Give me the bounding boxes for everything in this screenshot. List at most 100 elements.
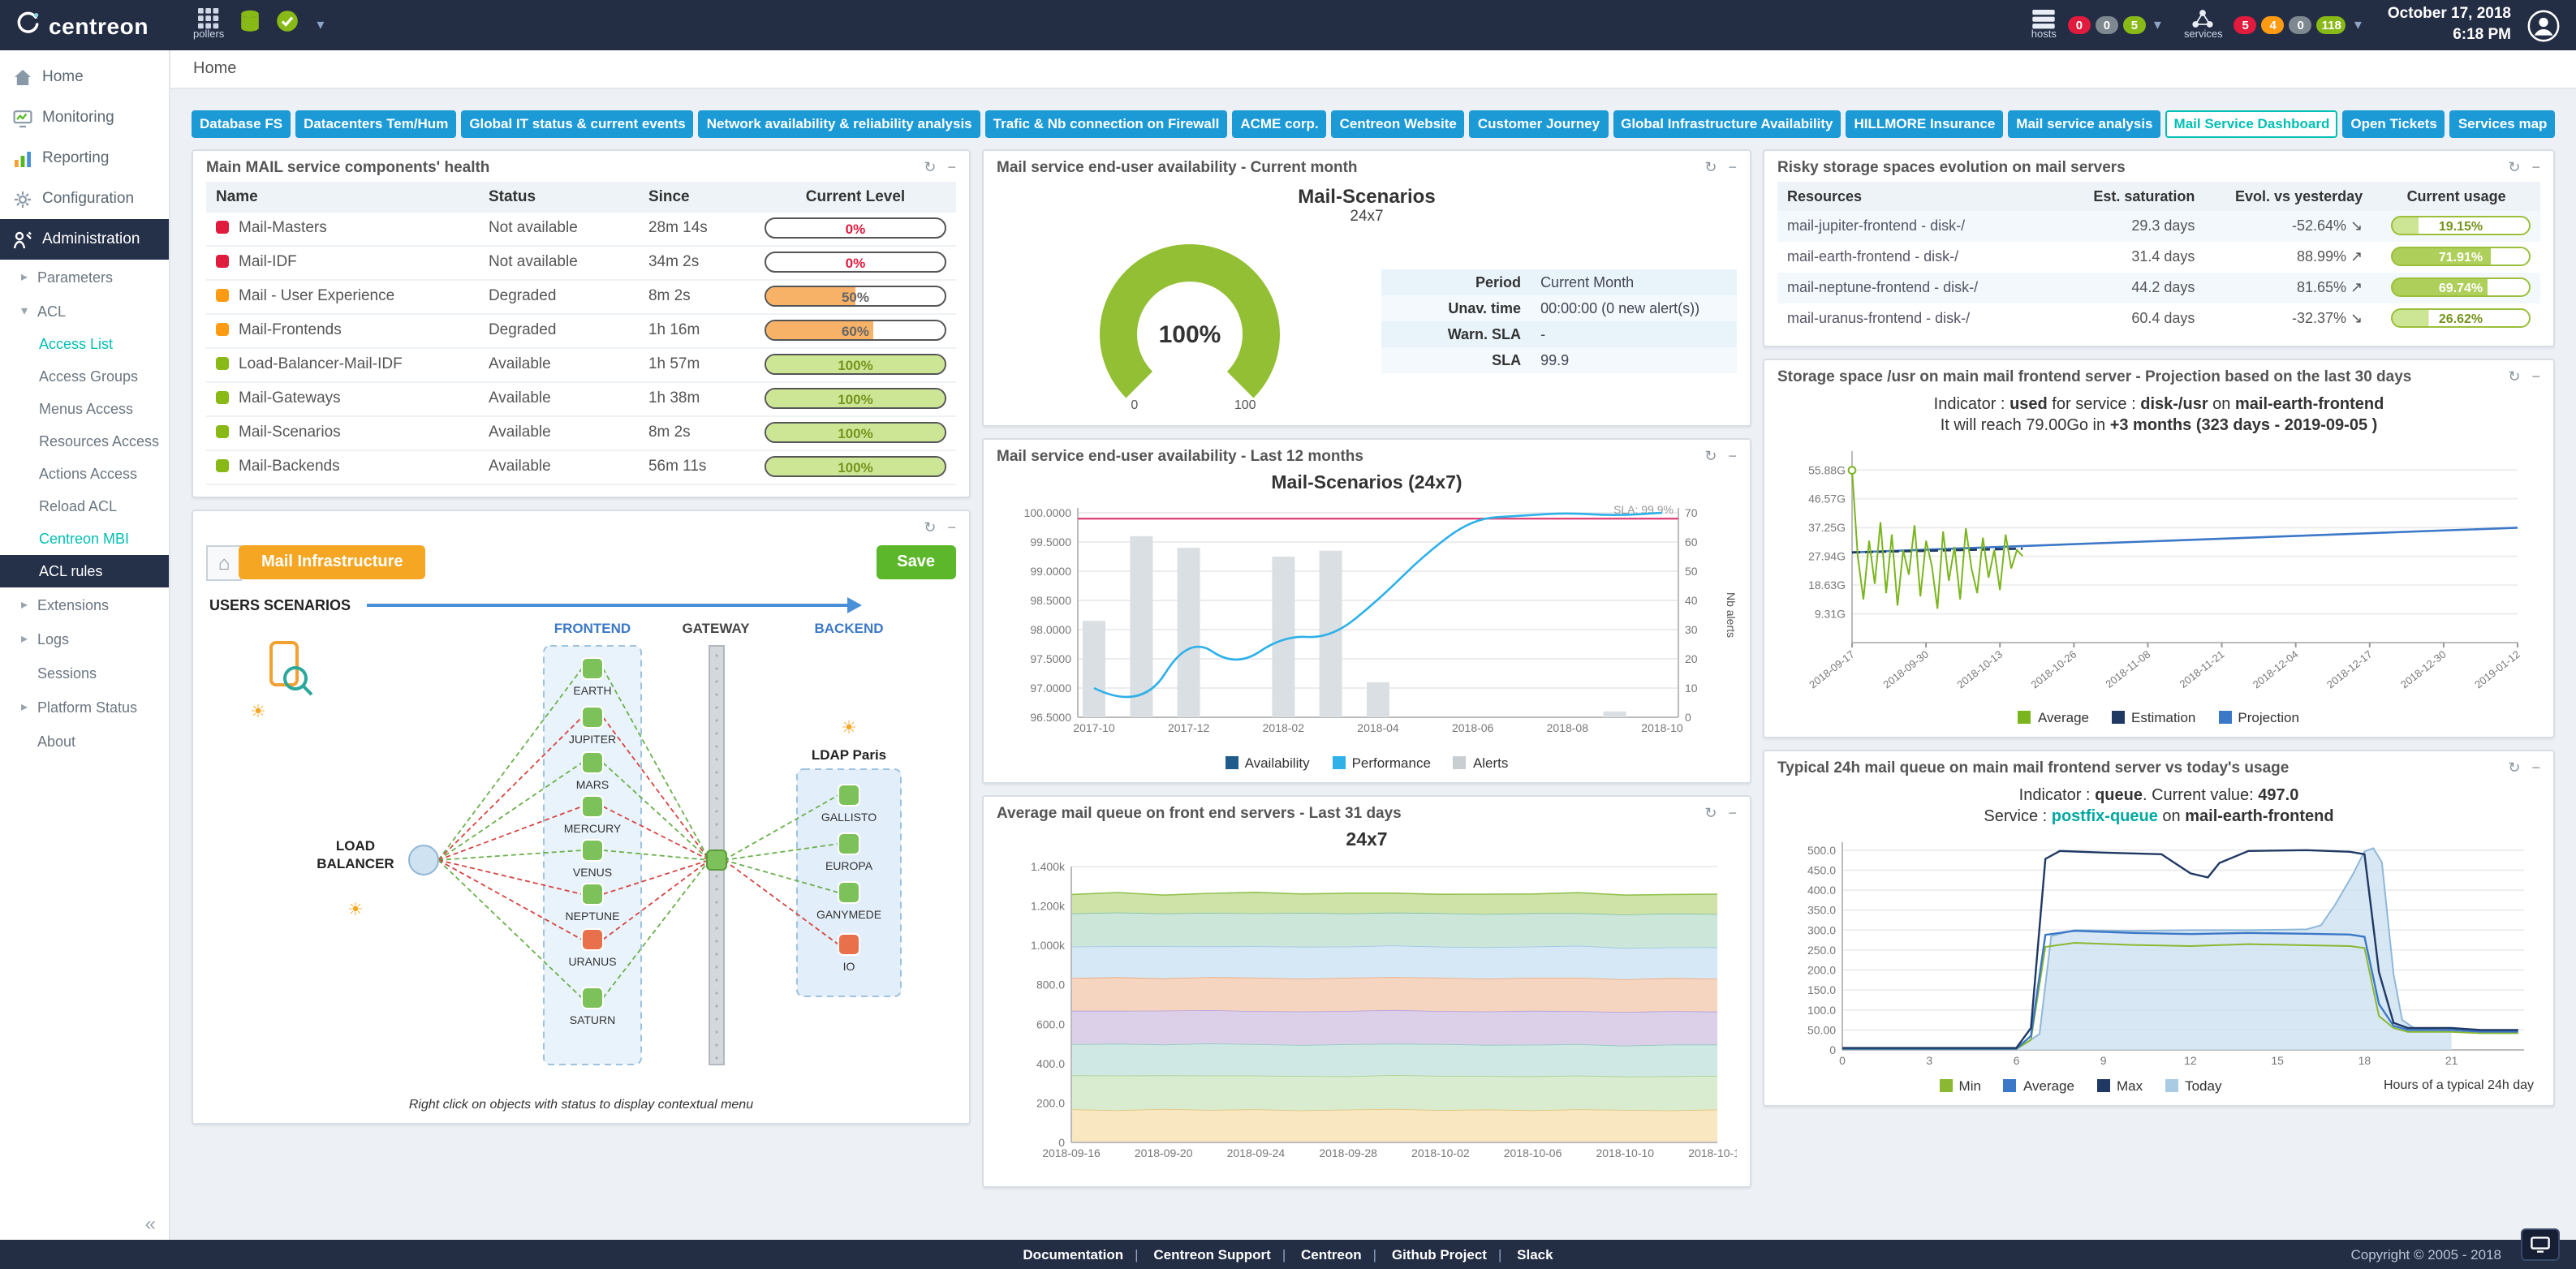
table-row[interactable]: Mail - User Experience Degraded 8m 2s 50% [206, 279, 956, 314]
chevron-down-icon[interactable]: ▾ [317, 16, 325, 32]
poller-group[interactable]: pollers ▾ [193, 8, 325, 42]
chevron-right-icon: ▸ [21, 631, 28, 646]
tab-trafic-firewall[interactable]: Trafic & Nb connection on Firewall [984, 110, 1228, 137]
footer-link-github[interactable]: Github Project [1391, 1246, 1487, 1263]
collapse-icon[interactable]: − [2531, 759, 2540, 775]
hosts-down-badge[interactable]: 0 [2067, 16, 2091, 34]
sidebar-item-extensions[interactable]: ▸ Extensions [21, 596, 110, 613]
chart-legend: Availability Performance Alerts [997, 754, 1737, 770]
tab-datacenters[interactable]: Datacenters Tem/Hum [295, 110, 457, 137]
tab-network-availability[interactable]: Network availability & reliability analy… [698, 110, 980, 137]
sidebar-item-parameters[interactable]: ▸ Parameters [21, 269, 114, 285]
tab-services-map[interactable]: Services map [2449, 110, 2555, 137]
table-row[interactable]: mail-jupiter-frontend - disk-/29.3 days -… [1777, 210, 2540, 241]
database-icon[interactable] [239, 10, 261, 41]
table-row[interactable]: Mail-Scenarios Available 8m 2s 100% [206, 415, 956, 450]
user-avatar[interactable] [2527, 9, 2560, 41]
refresh-icon[interactable]: ↻ [2508, 759, 2521, 775]
sidebar-item-menus-access[interactable]: Menus Access [39, 401, 134, 417]
sidebar-item-centreon-mbi[interactable]: Centreon MBI [39, 531, 130, 547]
collapse-icon[interactable]: − [1728, 447, 1737, 463]
sidebar-item-reporting[interactable]: Reporting [0, 138, 169, 179]
sidebar-item-logs[interactable]: ▸ Logs [21, 630, 70, 647]
sidebar-item-access-groups[interactable]: Access Groups [39, 368, 139, 385]
hosts-up-badge[interactable]: 5 [2122, 16, 2146, 34]
sidebar-item-reload-acl[interactable]: Reload ACL [39, 498, 118, 514]
refresh-icon[interactable]: ↻ [1704, 158, 1717, 174]
chevron-down-icon[interactable]: ▾ [2153, 16, 2161, 32]
sidebar-item-acl[interactable]: ▾ ACL [21, 303, 67, 319]
hosts-status-group[interactable]: hosts 0 0 5 ▾ [2031, 9, 2161, 41]
infra-badge[interactable]: Mail Infrastructure [239, 545, 426, 579]
pollers-icon[interactable]: pollers [193, 8, 224, 42]
table-row[interactable]: mail-neptune-frontend - disk-/44.2 days 8… [1777, 272, 2540, 303]
services-unknown-badge[interactable]: 0 [2289, 16, 2312, 34]
home-icon [13, 67, 32, 87]
table-row[interactable]: mail-uranus-frontend - disk-/60.4 days -3… [1777, 303, 2540, 333]
footer-link-documentation[interactable]: Documentation [1023, 1246, 1124, 1263]
tab-customer-journey[interactable]: Customer Journey [1469, 110, 1609, 137]
collapse-icon[interactable]: − [947, 158, 956, 174]
sidebar-item-actions-access[interactable]: Actions Access [39, 466, 138, 482]
tab-mail-service-dashboard[interactable]: Mail Service Dashboard [2165, 110, 2338, 137]
latency-icon[interactable] [276, 10, 299, 41]
sidebar-item-home[interactable]: Home [0, 57, 169, 97]
tab-global-it-status[interactable]: Global IT status & current events [461, 110, 694, 137]
table-row[interactable]: Load-Balancer-Mail-IDF Available 1h 57m 100… [206, 347, 956, 382]
infrastructure-diagram[interactable]: FRONTEND GATEWAY BACKEND ☀ ☀ ☀ LDAP Paris LOAD B… [206, 613, 956, 1093]
hosts-unreachable-badge[interactable]: 0 [2095, 16, 2118, 34]
breadcrumb[interactable]: Home [170, 50, 2576, 89]
refresh-icon[interactable]: ↻ [1704, 804, 1717, 820]
collapse-icon[interactable]: − [2531, 368, 2540, 384]
sidebar-item-configuration[interactable]: Configuration [0, 179, 169, 219]
refresh-icon[interactable]: ↻ [924, 518, 937, 535]
refresh-icon[interactable]: ↻ [924, 158, 937, 174]
centreon-logo[interactable]: centreon [0, 10, 170, 41]
fullscreen-toggle[interactable] [2521, 1228, 2560, 1261]
sidebar-item-about[interactable]: About [37, 733, 76, 749]
sidebar-item-sessions[interactable]: Sessions [37, 665, 97, 681]
table-row[interactable]: Mail-Masters Not available 28m 14s 0% [206, 212, 956, 246]
refresh-icon[interactable]: ↻ [1704, 447, 1717, 463]
home-icon[interactable]: ⌂ [206, 544, 242, 580]
table-row[interactable]: mail-earth-frontend - disk-/31.4 days 88.… [1777, 241, 2540, 272]
save-button[interactable]: Save [876, 545, 956, 579]
collapse-icon[interactable]: − [1728, 158, 1737, 174]
tab-hillmore-insurance[interactable]: HILLMORE Insurance [1846, 110, 2004, 137]
collapse-icon[interactable]: − [947, 518, 956, 535]
tab-acme-corp[interactable]: ACME corp. [1232, 110, 1327, 137]
tab-open-tickets[interactable]: Open Tickets [2342, 110, 2445, 137]
footer-link-slack[interactable]: Slack [1517, 1246, 1553, 1263]
sidebar-item-acl-rules[interactable]: ACL rules [0, 555, 169, 587]
sidebar-item-monitoring[interactable]: Monitoring [0, 97, 169, 138]
collapse-icon[interactable]: − [2531, 158, 2540, 174]
chevron-down-icon[interactable]: ▾ [2354, 16, 2362, 32]
table-row[interactable]: Mail-Backends Available 56m 11s 100% [206, 450, 956, 484]
sidebar-item-platform-status[interactable]: ▸ Platform Status [21, 699, 138, 715]
sidebar-collapse-button[interactable]: « [144, 1212, 156, 1235]
svg-text:21: 21 [2445, 1053, 2458, 1066]
footer-link-support[interactable]: Centreon Support [1153, 1246, 1271, 1263]
services-status-group[interactable]: services 5 4 0 118 ▾ [2184, 9, 2362, 42]
tab-mail-service-analysis[interactable]: Mail service analysis [2008, 110, 2161, 137]
footer-link-centreon[interactable]: Centreon [1301, 1246, 1362, 1263]
panel-title: Average mail queue on front end servers … [997, 804, 1402, 822]
svg-text:2018-10-10: 2018-10-10 [1596, 1146, 1654, 1159]
services-critical-badge[interactable]: 5 [2234, 16, 2257, 34]
refresh-icon[interactable]: ↻ [2508, 368, 2521, 384]
tab-centreon-website[interactable]: Centreon Website [1331, 110, 1465, 137]
svg-text:EUROPA: EUROPA [825, 858, 873, 871]
services-ok-badge[interactable]: 118 [2316, 16, 2346, 34]
refresh-icon[interactable]: ↻ [2508, 158, 2521, 174]
collapse-icon[interactable]: − [1728, 804, 1737, 820]
table-row[interactable]: Mail-Frontends Degraded 1h 16m 60% [206, 313, 956, 348]
tab-database-fs[interactable]: Database FS [192, 110, 291, 137]
services-warning-badge[interactable]: 4 [2261, 16, 2285, 34]
sidebar-item-administration[interactable]: Administration [0, 219, 169, 260]
sidebar-item-resources-access[interactable]: Resources Access [39, 433, 160, 450]
svg-text:BACKEND: BACKEND [815, 620, 884, 635]
sidebar-item-access-list[interactable]: Access List [39, 336, 114, 352]
table-row[interactable]: Mail-IDF Not available 34m 2s 0% [206, 245, 956, 280]
table-row[interactable]: Mail-Gateways Available 1h 38m 100% [206, 381, 956, 416]
tab-global-infrastructure[interactable]: Global Infrastructure Availability [1613, 110, 1842, 137]
